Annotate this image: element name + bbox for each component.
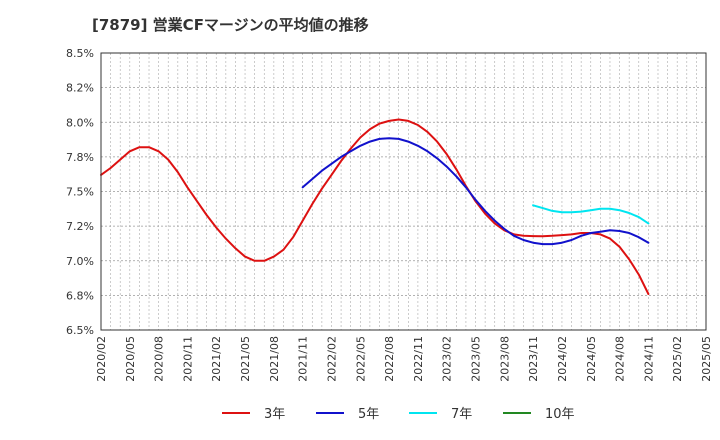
- x-tick-label: 2020/02: [95, 336, 108, 382]
- plot-frame: [100, 52, 707, 331]
- x-tick-label: 2023/11: [527, 336, 540, 382]
- x-tick-label: 2023/08: [498, 336, 511, 382]
- x-tick-label: 2020/05: [124, 336, 137, 382]
- x-tick-label: 2020/08: [153, 336, 166, 382]
- x-tick-label: 2024/11: [642, 336, 655, 382]
- chart-title: [7879] 営業CFマージンの平均値の推移: [92, 16, 369, 34]
- legend-label: 7年: [451, 407, 472, 422]
- x-tick-label: 2025/02: [671, 336, 684, 382]
- y-tick-label: 8.2%: [66, 82, 94, 95]
- series-line: [301, 137, 650, 246]
- y-tick-label: 7.2%: [66, 220, 94, 233]
- x-tick-label: 2024/02: [556, 336, 569, 382]
- x-tick-label: 2022/05: [354, 336, 367, 382]
- y-tick-label: 7.0%: [66, 255, 94, 268]
- x-tick-label: 2021/05: [239, 336, 252, 382]
- y-tick-label: 8.0%: [66, 116, 94, 129]
- series-line: [100, 118, 650, 295]
- x-tick-label: 2022/08: [383, 336, 396, 382]
- y-tick-label: 6.5%: [66, 324, 94, 337]
- y-tick-label: 8.5%: [66, 47, 94, 60]
- x-tick-label: 2024/08: [614, 336, 627, 382]
- x-tick-label: 2022/11: [412, 336, 425, 382]
- x-tick-label: 2021/02: [210, 336, 223, 382]
- x-tick-label: 2024/05: [585, 336, 598, 382]
- x-tick-label: 2021/08: [268, 336, 281, 382]
- x-tick-label: 2023/02: [441, 336, 454, 382]
- y-tick-label: 7.8%: [66, 151, 94, 164]
- series-line: [532, 204, 650, 225]
- x-tick-label: 2025/05: [700, 336, 713, 382]
- y-tick-label: 6.8%: [66, 289, 94, 302]
- x-tick-label: 2022/02: [325, 336, 338, 382]
- y-tick-label: 7.5%: [66, 186, 94, 199]
- x-tick-label: 2021/11: [297, 336, 310, 382]
- x-tick-label: 2023/05: [470, 336, 483, 382]
- x-tick-label: 2020/11: [181, 336, 194, 382]
- legend-label: 3年: [264, 407, 285, 422]
- legend-label: 10年: [545, 407, 575, 422]
- legend-label: 5年: [358, 407, 379, 422]
